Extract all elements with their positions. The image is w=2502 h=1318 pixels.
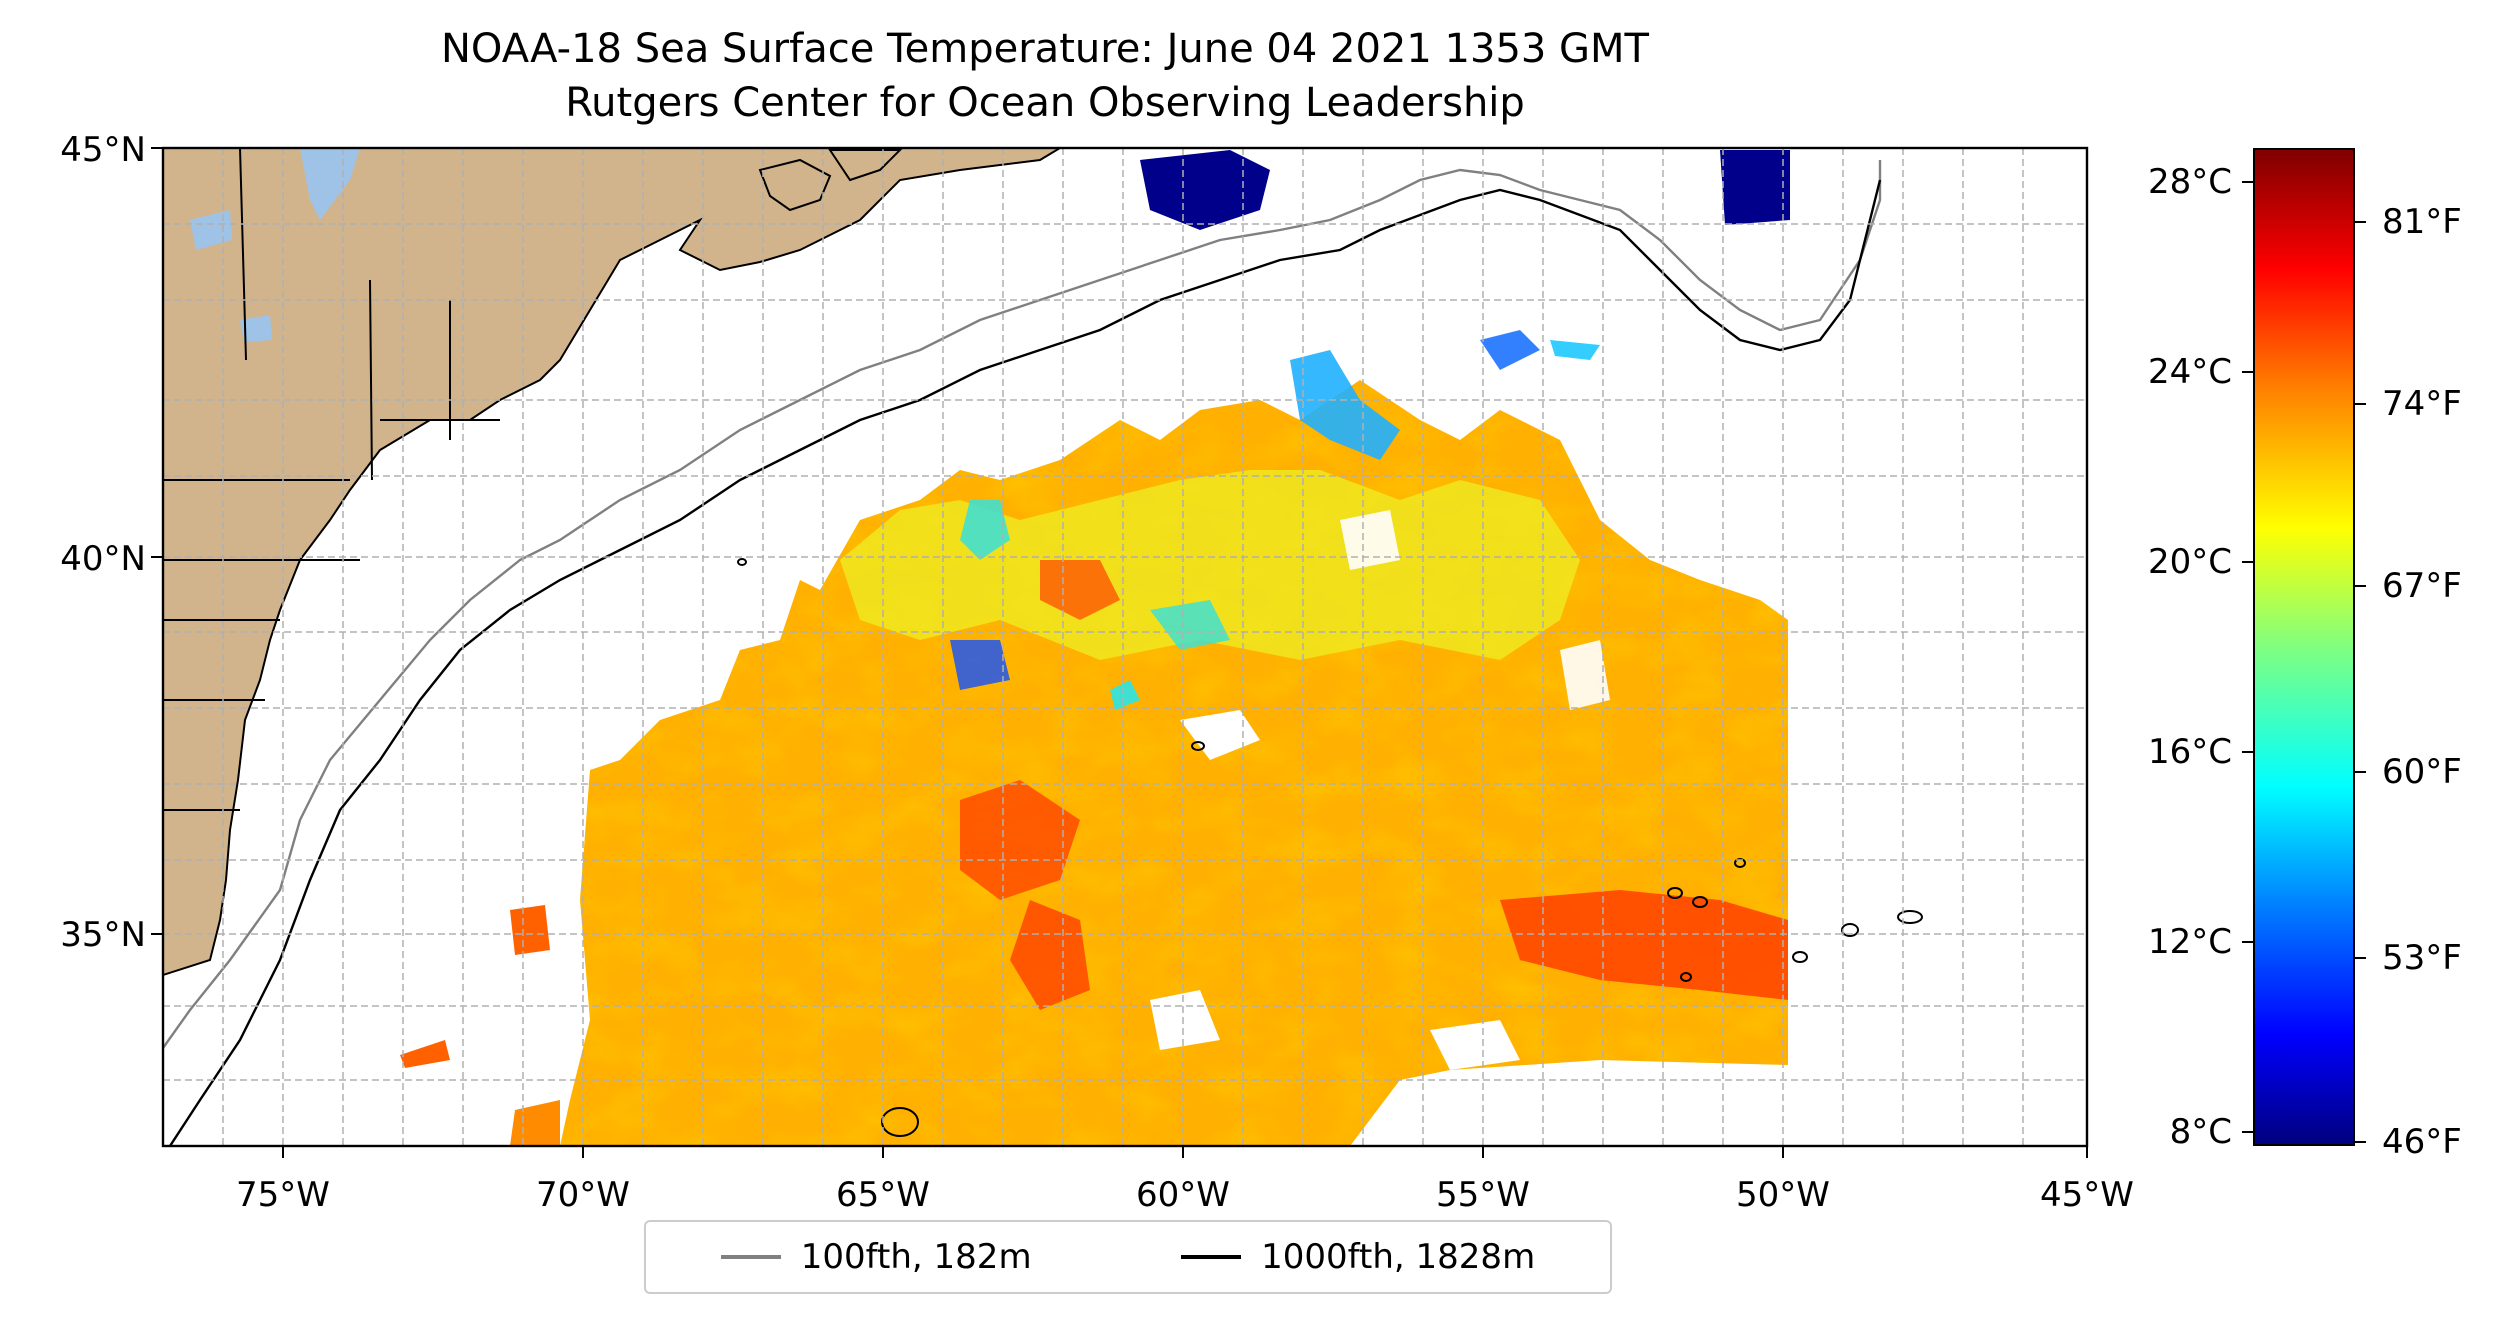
sst-data-field [400, 150, 1790, 1146]
map-legend: 100fth, 182m 1000fth, 1828m [644, 1220, 1612, 1294]
isobath-100fth [163, 160, 1882, 1049]
axis-ticks [151, 147, 2366, 1158]
colorbar [2253, 148, 2355, 1146]
chart-subtitle: Rutgers Center for Ocean Observing Leade… [565, 80, 1525, 126]
colorbar-celsius-12: 12°C [2147, 922, 2232, 962]
legend-label-100fth: 100fth, 182m [800, 1237, 1032, 1277]
lon-label-70w: 70°W [536, 1175, 630, 1215]
colorbar-fahrenheit-81: 81°F [2382, 202, 2462, 242]
lon-label-45w: 45°W [2040, 1175, 2134, 1215]
colorbar-fahrenheit-74: 74°F [2382, 384, 2462, 424]
lon-label-55w: 55°W [1436, 1175, 1530, 1215]
colorbar-celsius-16: 16°C [2147, 732, 2232, 772]
colorbar-fahrenheit-46: 46°F [2382, 1122, 2462, 1162]
lon-label-65w: 65°W [836, 1175, 930, 1215]
lat-label-40: 40°N [60, 539, 146, 579]
legend-line-black [1181, 1255, 1242, 1259]
lat-label-35: 35°N [60, 915, 146, 955]
lat-label-45: 45°N [60, 130, 146, 170]
colorbar-fahrenheit-67: 67°F [2382, 566, 2462, 606]
colorbar-celsius-20: 20°C [2147, 542, 2232, 582]
lon-label-60w: 60°W [1136, 1175, 1230, 1215]
map-gridlines [163, 148, 2087, 1146]
isobath-1000fth [168, 179, 1882, 1146]
legend-label-1000fth: 1000fth, 1828m [1261, 1237, 1536, 1277]
colorbar-fahrenheit-60: 60°F [2382, 752, 2462, 792]
seamount-contours [737, 558, 1923, 1137]
colorbar-fahrenheit-53: 53°F [2382, 938, 2462, 978]
colorbar-celsius-8: 8°C [2169, 1112, 2232, 1152]
legend-item-1000fth: 1000fth, 1828m [1181, 1237, 1535, 1277]
colorbar-celsius-28: 28°C [2147, 162, 2232, 202]
lon-label-75w: 75°W [236, 1175, 330, 1215]
map-frame [161, 146, 2089, 1148]
colorbar-celsius-24: 24°C [2147, 352, 2232, 392]
legend-item-100fth: 100fth, 182m [720, 1237, 1032, 1277]
chart-title: NOAA-18 Sea Surface Temperature: June 04… [440, 26, 1649, 72]
land-masses [163, 148, 1062, 977]
legend-line-gray [720, 1255, 781, 1259]
lon-label-50w: 50°W [1736, 1175, 1830, 1215]
